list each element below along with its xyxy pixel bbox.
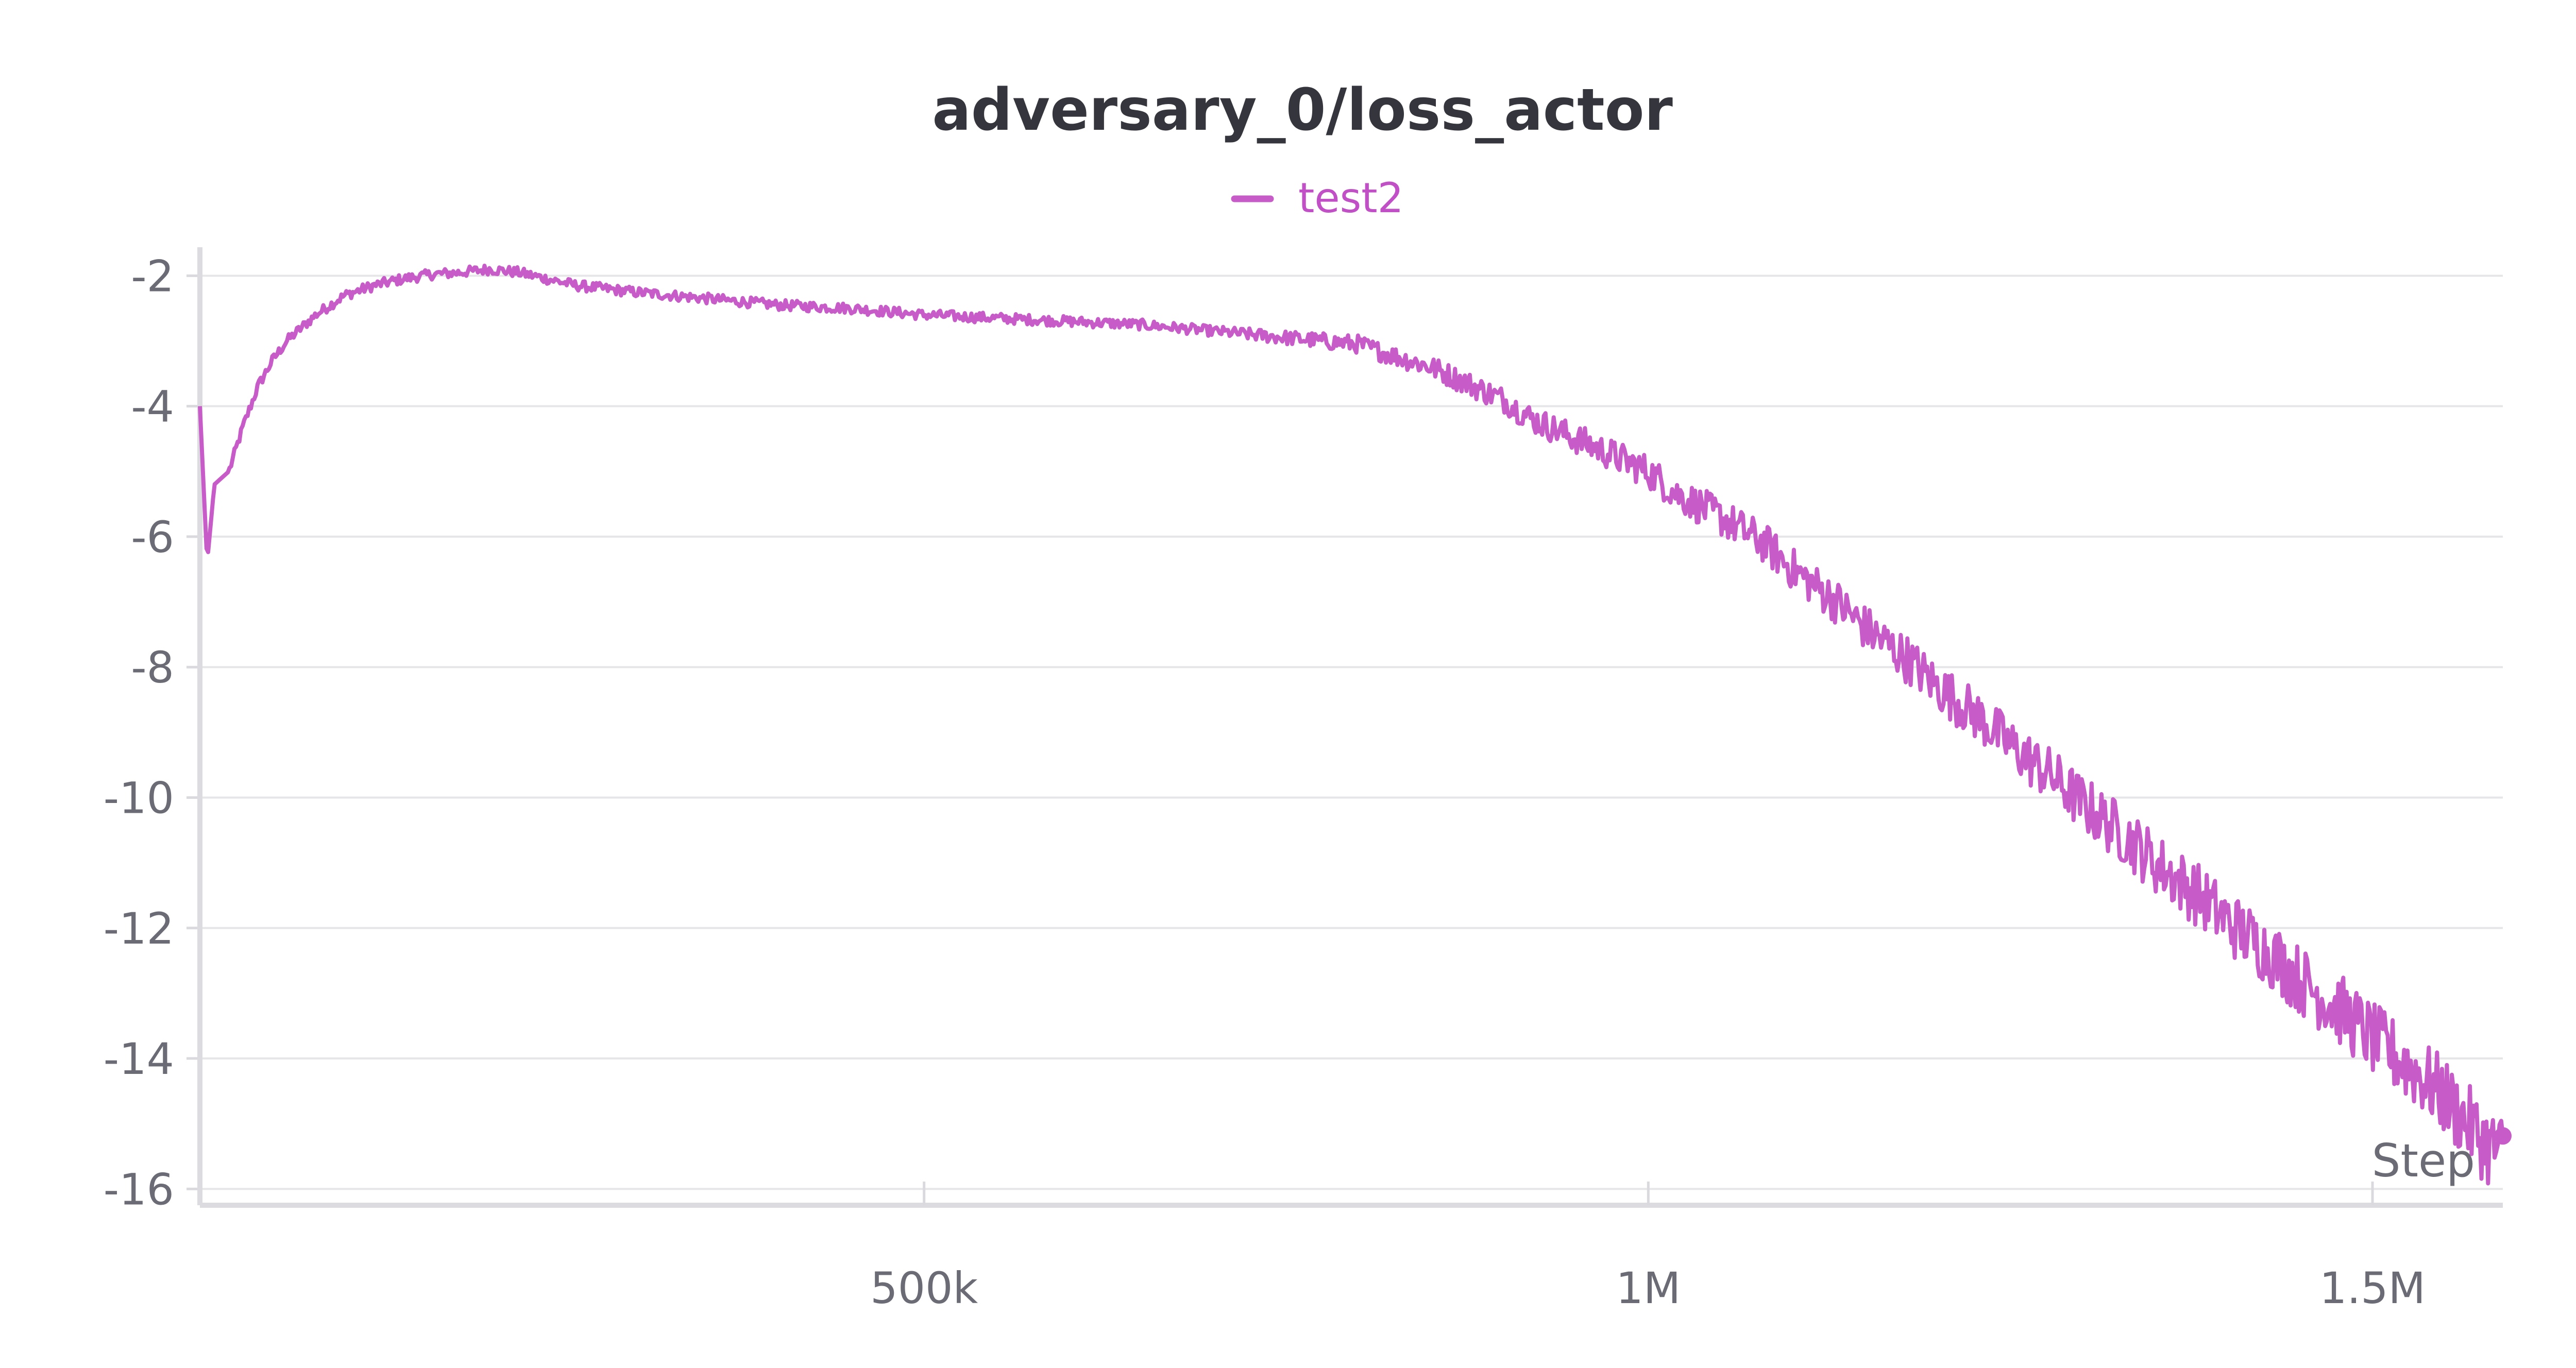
legend: test2 xyxy=(1231,174,1404,222)
grid-lines xyxy=(200,275,2503,1190)
legend-label-test2: test2 xyxy=(1298,174,1404,222)
x-tick-label: 500k xyxy=(870,1263,978,1313)
series-line-test2 xyxy=(198,263,2505,1186)
y-tick-label: -6 xyxy=(131,512,174,562)
y-tick-label: -16 xyxy=(104,1164,174,1215)
y-tick-label: -12 xyxy=(104,903,174,954)
series-layer xyxy=(198,263,2512,1186)
y-tick-label: -2 xyxy=(131,251,174,301)
y-tick-label: -8 xyxy=(131,642,174,693)
x-tick-label: 1M xyxy=(1616,1263,1681,1313)
series-endpoint-test2 xyxy=(2494,1127,2512,1145)
x-tick-label: 1.5M xyxy=(2319,1263,2426,1313)
y-tick-label: -14 xyxy=(104,1034,174,1084)
y-tick-label: -10 xyxy=(104,773,174,823)
chart-title: adversary_0/loss_actor xyxy=(932,77,1673,144)
axes: -2 -4 -6 -8 -10 -12 -14 -16 500k 1M 1.5M xyxy=(104,247,2503,1313)
y-tick-label: -4 xyxy=(131,382,174,432)
x-axis-title: Step xyxy=(2372,1134,2475,1187)
